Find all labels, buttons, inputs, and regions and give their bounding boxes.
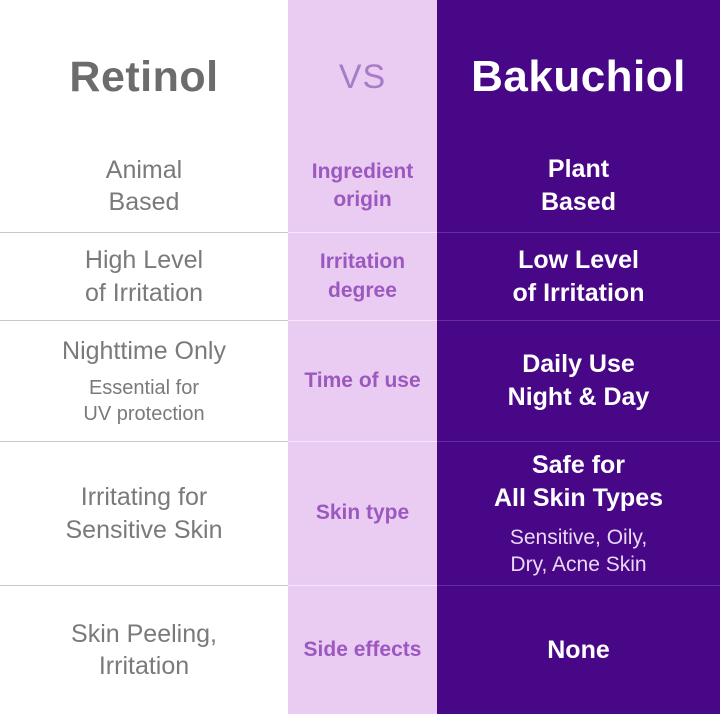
row-time-of-use-category-cell: Time of use [288,320,437,441]
row-time-of-use-retinol-cell: Nighttime Only Essential for UV protecti… [0,320,288,441]
row-ingredient-origin-bakuchiol-cell: Plant Based [437,140,720,232]
bakuchiol-value: Daily Use Night & Day [507,350,650,411]
bakuchiol-column-title: Bakuchiol [471,52,686,101]
row-irritation-degree-retinol-cell: High Level of Irritation [0,232,288,320]
row-side-effects-category-cell: Side effects [288,585,437,714]
row-ingredient-origin-retinol-cell: Animal Based [0,140,288,232]
row-irritation-degree-category-cell: Irritation degree [288,232,437,320]
retinol-column-title: Retinol [69,52,219,101]
retinol-value: Animal Based [105,155,183,217]
row-skin-type-category-cell: Skin type [288,441,437,585]
retinol-value: Skin Peeling, Irritation [71,619,217,681]
row-skin-type-bakuchiol-cell: Safe for All Skin Types Sensitive, Oily,… [437,441,720,585]
header-vs-cell: VS [288,0,437,140]
category-label: Irritation degree [319,250,406,302]
bakuchiol-value: None [547,635,610,664]
vs-label: VS [338,57,387,96]
row-side-effects-bakuchiol-cell: None [437,585,720,714]
header-retinol-cell: Retinol [0,0,288,140]
bakuchiol-value: Plant Based [540,155,617,216]
header-bakuchiol-cell: Bakuchiol [437,0,720,140]
retinol-subvalue: Essential for UV protection [83,376,205,425]
retinol-value: Irritating for Sensitive Skin [65,483,223,544]
category-label: Skin type [315,501,410,525]
row-irritation-degree-bakuchiol-cell: Low Level of Irritation [437,232,720,320]
category-label: Side effects [303,637,422,661]
row-skin-type-retinol-cell: Irritating for Sensitive Skin [0,441,288,585]
bakuchiol-subvalue: Sensitive, Oily, Dry, Acne Skin [509,525,648,576]
retinol-value: Nighttime Only [62,337,226,366]
bakuchiol-value: Safe for All Skin Types [493,450,664,512]
category-label: Time of use [304,368,421,392]
retinol-value: High Level of Irritation [84,246,204,307]
row-time-of-use-bakuchiol-cell: Daily Use Night & Day [437,320,720,441]
row-ingredient-origin-category-cell: Ingredient origin [288,140,437,232]
row-side-effects-retinol-cell: Skin Peeling, Irritation [0,585,288,714]
bakuchiol-value: Low Level of Irritation [512,245,645,307]
category-label: Ingredient origin [311,159,414,211]
